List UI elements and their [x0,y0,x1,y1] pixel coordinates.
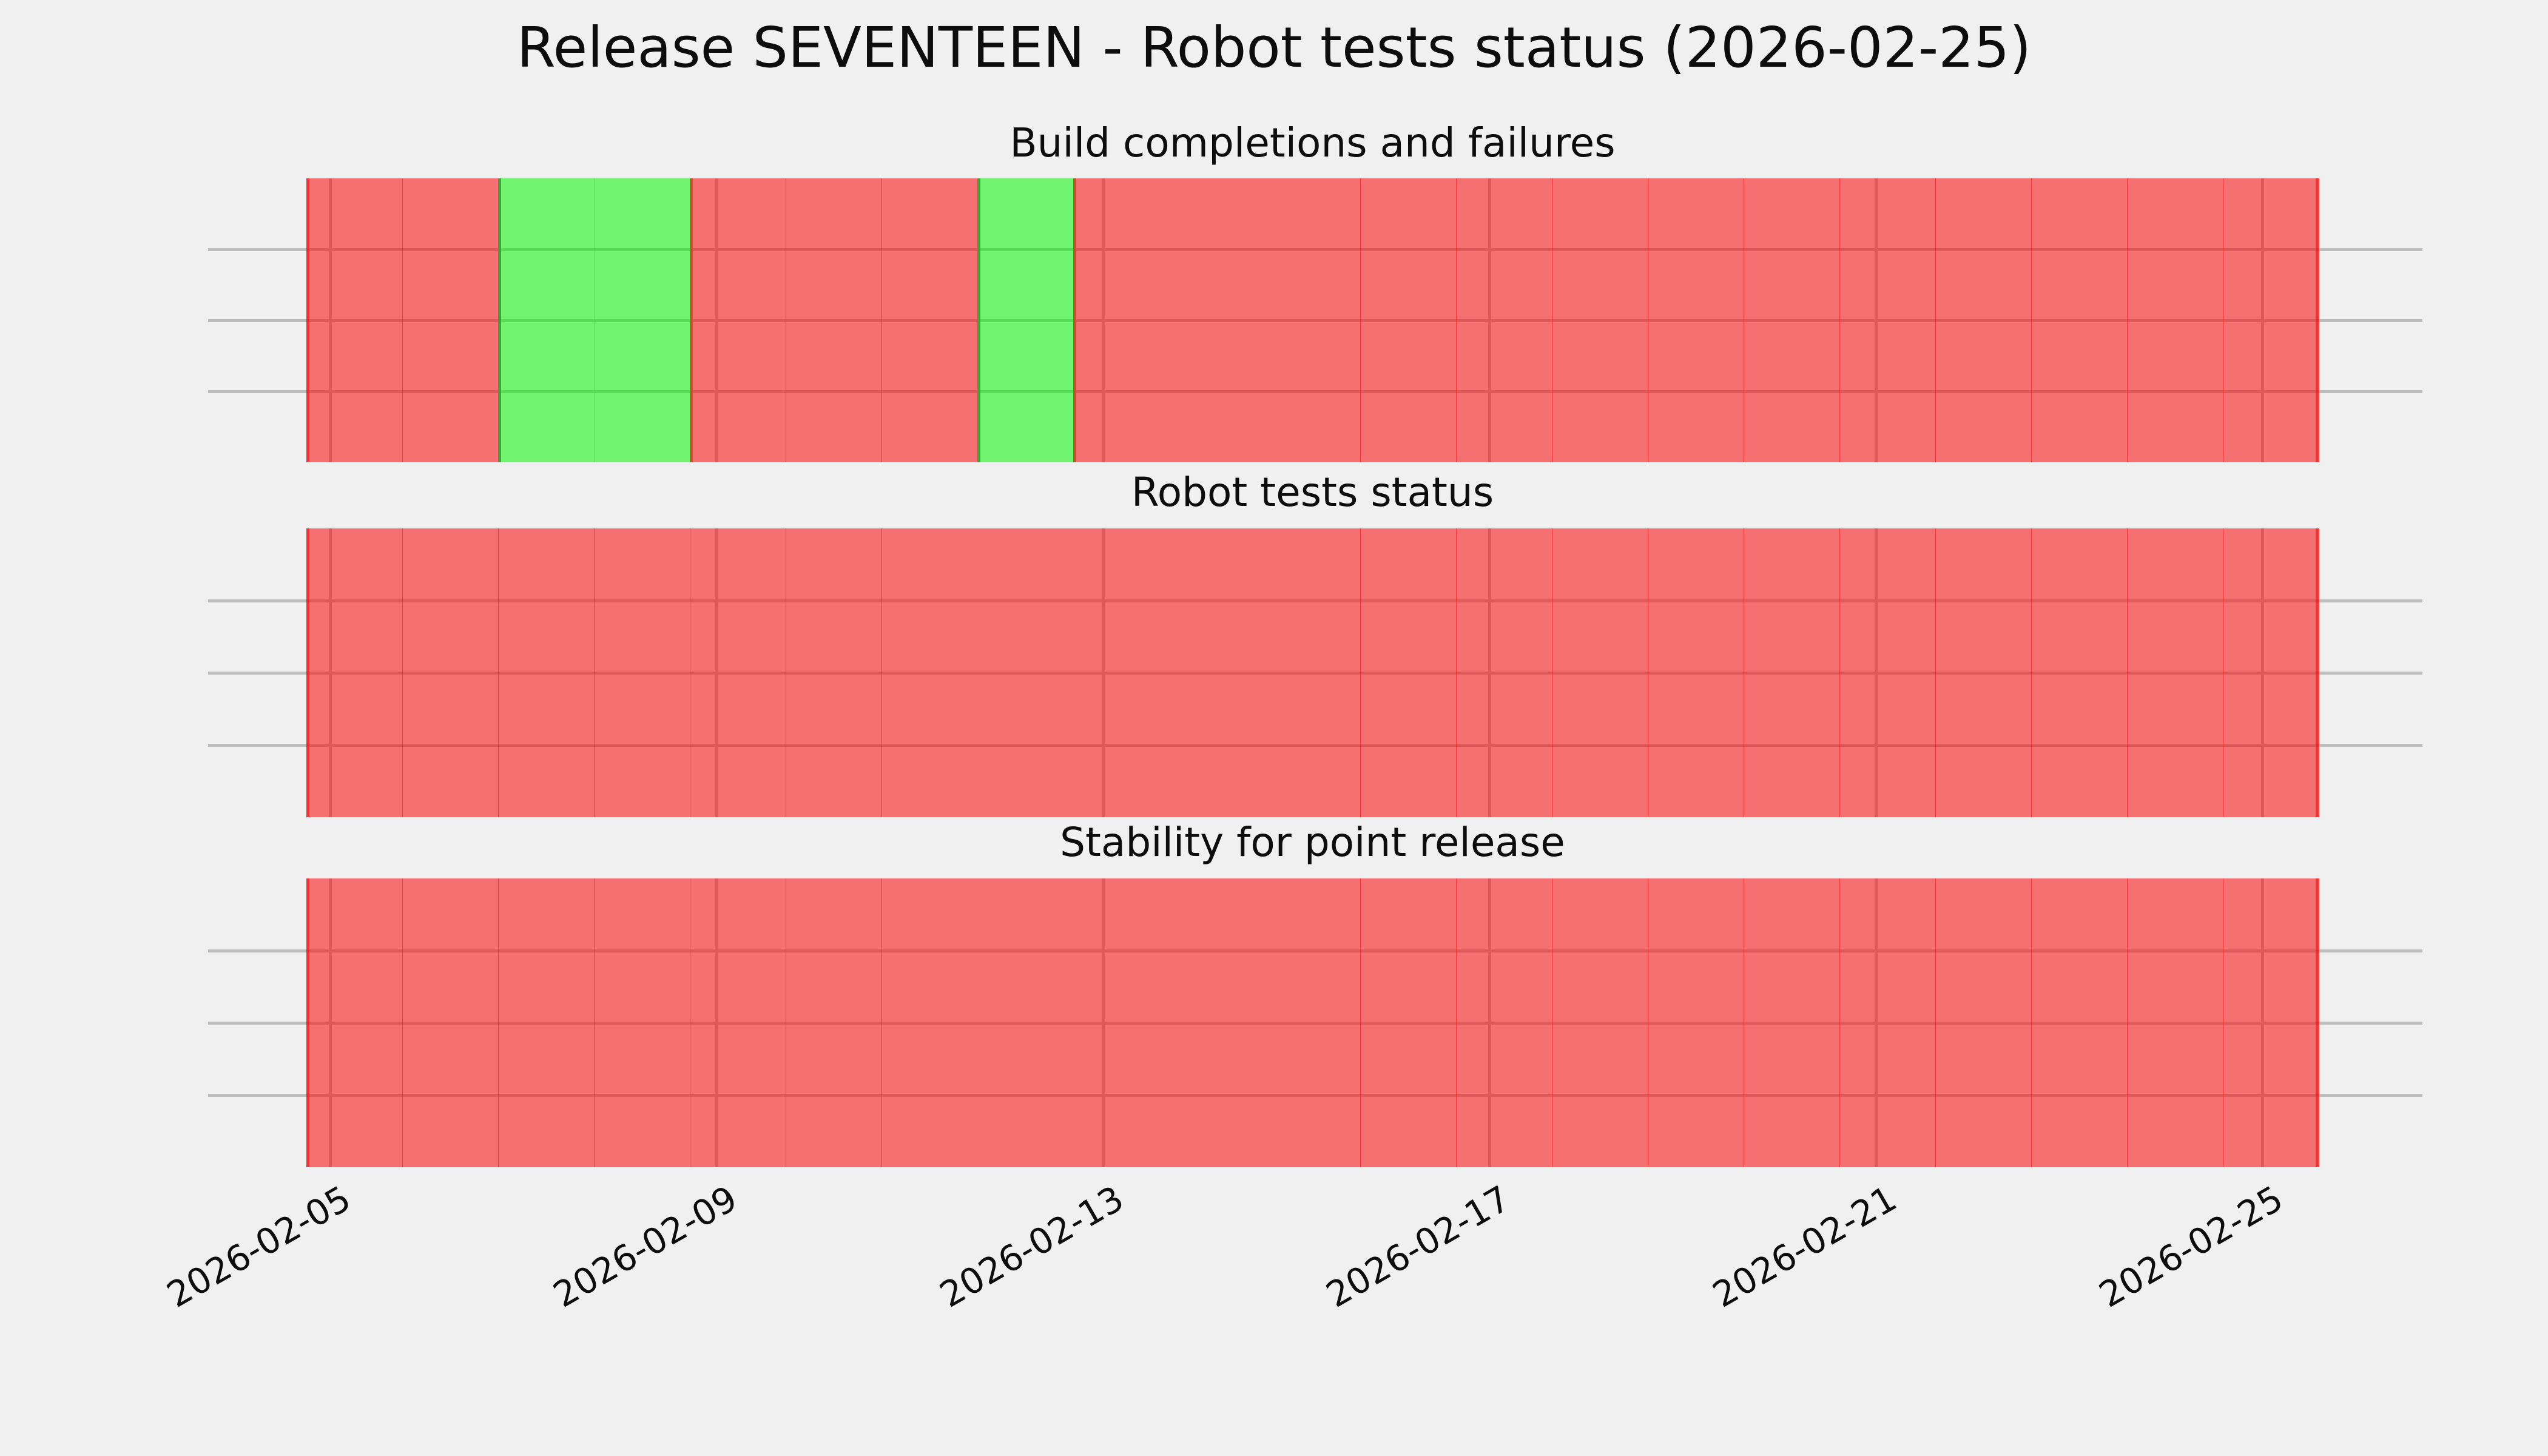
panel-title-stability: Stability for point release [1060,819,1565,866]
day-cell-fail [1935,878,2032,1167]
day-cell-fail [497,878,595,1167]
day-cell-fail [2127,528,2223,817]
day-cell-fail [881,528,978,817]
bar-edge [2316,528,2319,817]
day-cell-fail [306,528,403,817]
bar-edge [2316,178,2319,462]
x-tick-label: 2026-02-17 [1319,1178,1517,1316]
day-cell-fail [1839,878,1936,1167]
bar-edge [306,178,309,462]
day-cell-pass [497,178,595,462]
x-tick-label: 2026-02-25 [2092,1178,2290,1316]
day-cell-fail [1552,528,1649,817]
day-cell-fail [1839,178,1936,462]
day-cell-fail [402,878,499,1167]
figure-title: Release SEVENTEEN - Robot tests status (… [516,15,2032,80]
day-cell-fail [785,878,882,1167]
day-cell-fail [1168,178,1266,462]
day-cell-fail [1073,528,1170,817]
day-cell-pass [977,178,1074,462]
day-cell-fail [2223,528,2319,817]
bar-edge [689,178,693,462]
day-cell-fail [2127,878,2223,1167]
panel-robot-tests-status [306,528,2319,817]
day-cell-fail [785,178,882,462]
day-cell-fail [1648,528,1745,817]
day-cell-fail [689,178,786,462]
bar-edge [1073,178,1076,462]
x-tick-label: 2026-02-05 [160,1178,358,1316]
day-cell-fail [2031,528,2128,817]
day-cell-fail [1552,178,1649,462]
day-cell-fail [1360,878,1457,1167]
bar-edge [977,178,980,462]
bar-edge [2316,878,2319,1167]
day-cell-fail [1935,178,2032,462]
day-cell-fail [1935,528,2032,817]
panel-title-robot-tests: Robot tests status [1131,469,1494,516]
day-cell-fail [785,528,882,817]
day-cell-fail [881,878,978,1167]
panel-title-build-completions: Build completions and failures [1009,120,1616,166]
x-tick-label: 2026-02-09 [546,1178,744,1316]
day-cell-fail [1456,528,1553,817]
day-cell-fail [306,178,403,462]
day-cell-fail [1073,178,1170,462]
day-cell-fail [977,528,1074,817]
day-cell-fail [689,528,786,817]
day-cell-fail [1648,878,1745,1167]
day-cell-fail [1744,528,1841,817]
day-cell-fail [2031,878,2128,1167]
panel-stability-for-point-release [306,878,2319,1167]
day-cell-fail [1839,528,1936,817]
bar-edge [497,178,501,462]
day-cell-fail [2127,178,2223,462]
day-cell-fail [497,528,595,817]
day-cell-fail [1456,878,1553,1167]
day-cell-fail [306,878,403,1167]
day-cell-pass [593,178,690,462]
day-cell-fail [1264,528,1361,817]
day-cell-fail [2223,178,2319,462]
day-cell-fail [977,878,1074,1167]
day-cell-fail [1360,528,1457,817]
day-cell-fail [593,528,690,817]
day-cell-fail [2223,878,2319,1167]
day-cell-fail [689,878,786,1167]
day-cell-fail [1744,178,1841,462]
day-cell-fail [1552,878,1649,1167]
day-cell-fail [1168,528,1266,817]
day-cell-fail [1360,178,1457,462]
day-cell-fail [1264,178,1361,462]
panel-build-completions-and-failures [306,178,2319,462]
bar-edge [306,878,309,1167]
day-cell-fail [1648,178,1745,462]
day-cell-fail [1264,878,1361,1167]
day-cell-fail [1073,878,1170,1167]
day-cell-fail [2031,178,2128,462]
bar-edge [306,528,309,817]
day-cell-fail [1168,878,1266,1167]
x-tick-label: 2026-02-21 [1705,1178,1904,1316]
day-cell-fail [881,178,978,462]
day-cell-fail [1456,178,1553,462]
day-cell-fail [402,178,499,462]
day-cell-fail [402,528,499,817]
x-tick-label: 2026-02-13 [932,1178,1131,1316]
day-cell-fail [1744,878,1841,1167]
day-cell-fail [593,878,690,1167]
